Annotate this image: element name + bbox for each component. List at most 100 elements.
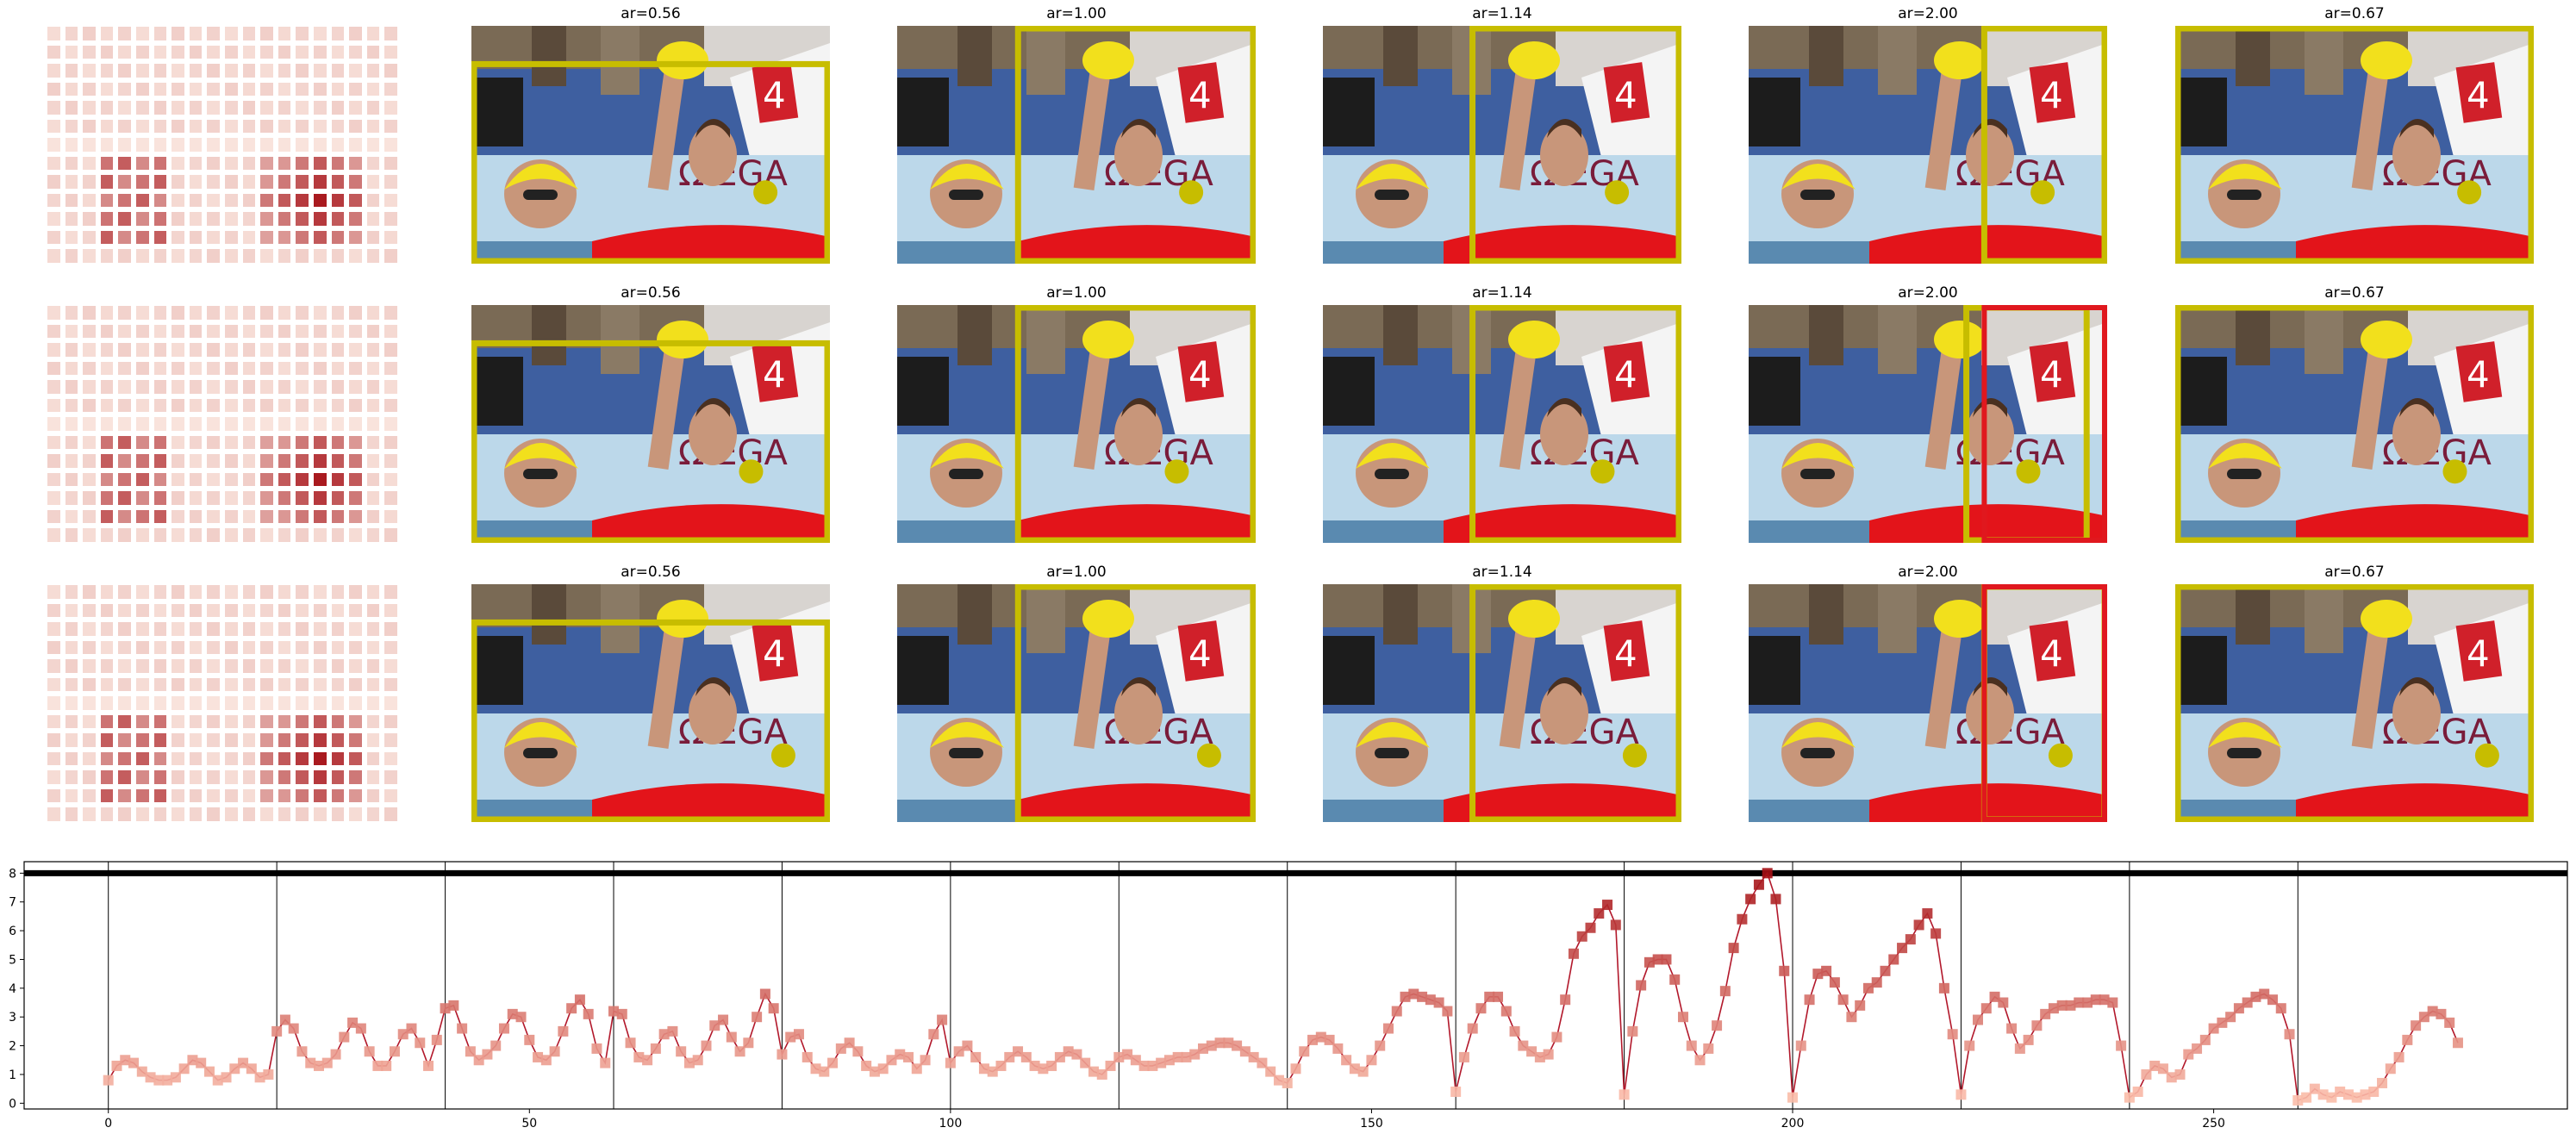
data-point [1248, 1051, 1259, 1062]
data-point [1880, 965, 1891, 976]
data-point [642, 1055, 653, 1066]
data-point [2418, 1012, 2429, 1023]
data-point [801, 1051, 813, 1062]
data-point [111, 1060, 122, 1071]
data-point [1972, 1014, 1983, 1025]
crop-panel: 4 Ω EGA [1749, 304, 2107, 544]
y-tick-label: 8 [9, 867, 16, 881]
data-point [1232, 1040, 1243, 1051]
data-point [2141, 1068, 2152, 1080]
data-point [625, 1037, 636, 1049]
svg-text:4: 4 [2467, 353, 2490, 396]
crop-panel: 4 Ω EGA [897, 25, 1257, 265]
data-point [852, 1046, 864, 1057]
crop-box [2174, 583, 2535, 823]
data-point [2217, 1017, 2228, 1028]
data-point [1560, 994, 1571, 1006]
data-point [170, 1072, 181, 1083]
svg-text:4: 4 [2467, 632, 2490, 675]
crop-panel: 4 Ω EGA [1323, 583, 1682, 823]
data-point [1846, 1012, 1857, 1023]
data-point [1947, 1029, 1958, 1040]
saliency-heatmap [45, 24, 400, 265]
data-point [970, 1051, 982, 1062]
data-point [314, 1060, 325, 1071]
data-point [2275, 1003, 2286, 1014]
data-point [145, 1072, 156, 1083]
data-point [1543, 1049, 1554, 1060]
data-point [2377, 1077, 2388, 1088]
line-chart: 0 50 100 150 200 250 0 1 2 3 4 5 6 7 8 [9, 861, 2568, 1131]
data-point [2301, 1092, 2312, 1103]
data-point [1391, 1006, 1402, 1017]
data-point [2006, 1023, 2018, 1034]
panel-title: ar=2.00 [1898, 284, 1958, 302]
data-point [658, 1029, 670, 1040]
data-point [187, 1055, 198, 1066]
data-point [2199, 1034, 2211, 1045]
svg-text:4: 4 [2040, 632, 2063, 675]
data-point [1829, 977, 1840, 988]
data-point [2023, 1034, 2034, 1045]
x-tick-label: 0 [104, 1117, 112, 1131]
data-point [1004, 1051, 1015, 1062]
crop-box [1469, 25, 1682, 265]
data-point [1998, 997, 2009, 1008]
data-point [321, 1057, 333, 1068]
data-point [196, 1057, 207, 1068]
data-point [1753, 879, 1764, 890]
data-point [1324, 1034, 1335, 1045]
data-point [423, 1060, 434, 1071]
data-point [2351, 1092, 2362, 1103]
data-point [2452, 1037, 2463, 1049]
data-point [1576, 931, 1587, 942]
crop-box [2174, 25, 2535, 265]
svg-text:4: 4 [2467, 74, 2490, 116]
data-point [1239, 1046, 1251, 1057]
y-tick-label: 7 [9, 896, 16, 910]
data-point [288, 1023, 299, 1034]
data-point [162, 1075, 173, 1086]
data-point [2368, 1086, 2380, 1097]
data-point [1955, 1089, 1967, 1100]
data-point [524, 1034, 535, 1045]
svg-text:4: 4 [1614, 632, 1637, 675]
data-point [701, 1040, 712, 1051]
panel-title: ar=2.00 [1898, 5, 1958, 22]
data-point [1686, 1040, 1697, 1051]
data-point [279, 1014, 290, 1025]
x-tick-label: 150 [1360, 1117, 1383, 1131]
data-point [1214, 1037, 1226, 1049]
data-point [507, 1008, 518, 1019]
data-point [608, 1006, 620, 1017]
data-point [785, 1031, 796, 1043]
data-point [1619, 1089, 1630, 1100]
focus-point [1196, 743, 1221, 768]
data-point [1922, 908, 1933, 919]
svg-text:4: 4 [1188, 74, 1212, 116]
data-point [1762, 868, 1773, 879]
crop-panel: 4 Ω EGA [471, 584, 831, 823]
saliency-heatmap [45, 582, 400, 824]
crop-panel: 4 Ω EGA [897, 304, 1257, 544]
data-point [212, 1075, 223, 1086]
svg-text:4: 4 [1614, 74, 1637, 116]
data-point [1307, 1034, 1319, 1045]
crop-panel: 4 Ω EGA [2174, 304, 2535, 544]
data-point [1938, 982, 1949, 994]
crop-box [1980, 25, 2108, 265]
data-point [1181, 1051, 1192, 1062]
data-point [928, 1029, 939, 1040]
data-point [1500, 1006, 1512, 1017]
data-point [2014, 1043, 2025, 1054]
data-point [1703, 1043, 1714, 1054]
data-point [1408, 988, 1419, 1000]
data-point [1779, 965, 1790, 976]
svg-text:4: 4 [2040, 74, 2063, 116]
data-point [1534, 1051, 1545, 1062]
data-point [533, 1051, 544, 1062]
svg-text:4: 4 [763, 632, 786, 675]
data-point [1770, 894, 1781, 905]
data-point [877, 1063, 889, 1075]
crop-panel: 4 Ω EGA [471, 305, 831, 544]
